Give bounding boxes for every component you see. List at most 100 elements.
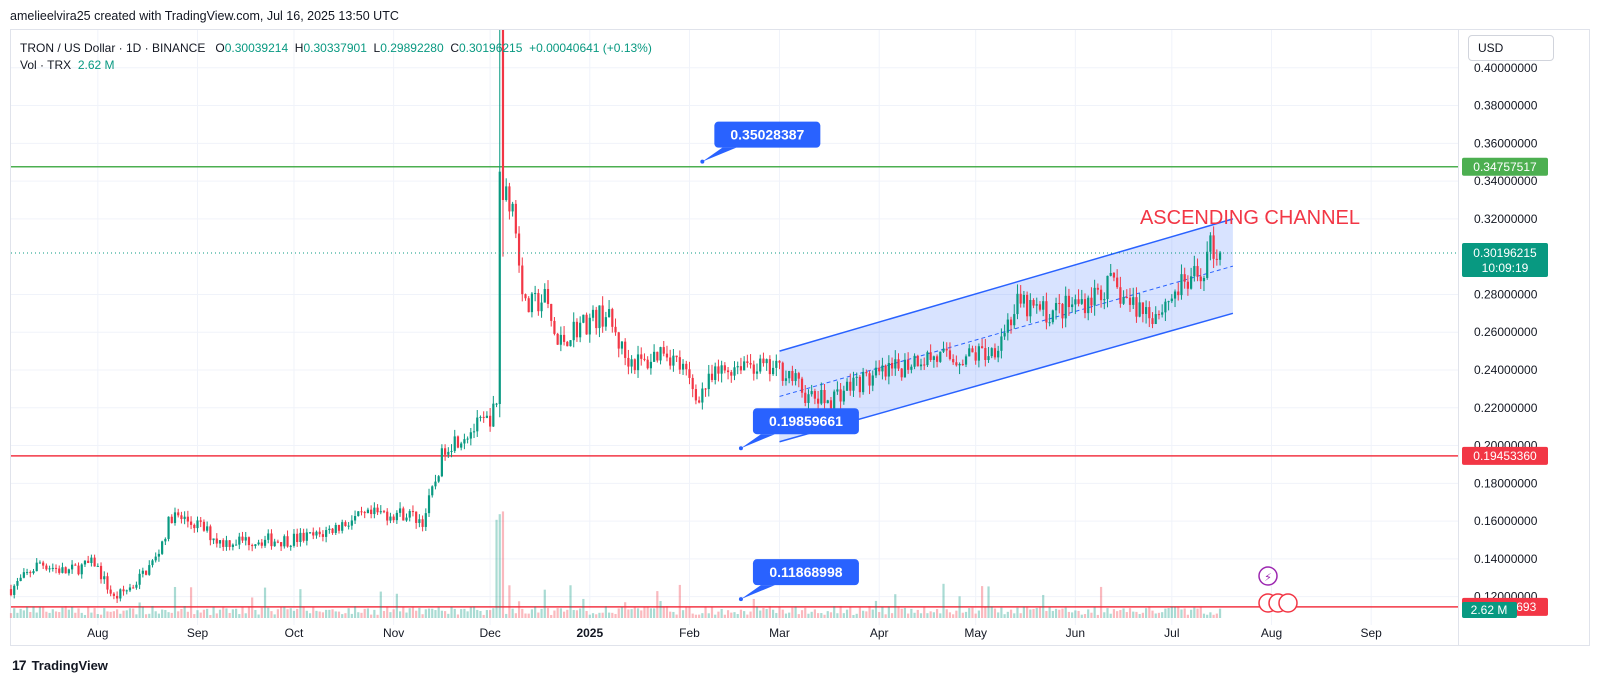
volume-bar: [842, 613, 845, 618]
candle-body: [289, 545, 292, 547]
volume-bar: [585, 610, 588, 618]
volume-bar: [363, 608, 366, 618]
candle-body: [836, 389, 839, 392]
x-tick-label: Mar: [769, 626, 790, 640]
volume-bar: [607, 612, 611, 618]
candle-body: [765, 359, 768, 364]
candle-body: [839, 389, 842, 402]
volume-bar: [1122, 608, 1125, 618]
volume-bar: [800, 610, 804, 618]
volume-bar: [987, 586, 990, 618]
candle-body: [328, 528, 331, 531]
volume-bar: [251, 597, 254, 618]
x-tick-label: 2025: [576, 626, 603, 640]
candle-body: [1042, 301, 1045, 310]
candle-body: [871, 375, 874, 386]
volume-bar: [492, 608, 495, 618]
candle-body: [1135, 297, 1138, 317]
candle-body: [283, 536, 286, 547]
volume-bar: [292, 610, 296, 618]
candle-body: [968, 348, 971, 357]
currency-button[interactable]: USD: [1468, 35, 1554, 61]
candle-body: [543, 288, 546, 303]
candle-body: [1186, 281, 1189, 289]
volume-bar: [357, 612, 360, 618]
volume-bar: [1209, 612, 1212, 618]
candle-body: [855, 376, 858, 378]
candle-body: [1080, 299, 1083, 304]
volume-bar: [99, 614, 103, 618]
volume-bar: [675, 614, 678, 618]
candle-body: [392, 516, 395, 521]
candle-body: [517, 233, 521, 266]
candle-body: [58, 568, 61, 573]
candle-body: [1218, 252, 1222, 260]
volume-bar: [9, 613, 13, 618]
volume-label[interactable]: Vol · TRX: [20, 58, 72, 72]
volume-bar: [601, 612, 604, 618]
callout-box: [752, 559, 859, 586]
volume-bar: [791, 607, 794, 618]
volume-bar: [16, 612, 19, 618]
volume-bar: [353, 606, 357, 618]
candle-body: [521, 265, 524, 295]
volume-bar: [662, 606, 665, 618]
volume-bar: [698, 614, 701, 618]
candle-body: [1087, 297, 1090, 314]
candle-body: [1009, 319, 1013, 326]
candle-body: [752, 364, 755, 374]
volume-bar: [80, 612, 83, 618]
candle-body: [797, 373, 800, 379]
candle-body: [932, 356, 935, 360]
candle-body: [591, 309, 595, 318]
x-tick-label: Jul: [1164, 626, 1179, 640]
volume-bar: [1215, 613, 1218, 618]
candle-body: [948, 350, 952, 360]
volume-bar: [865, 611, 868, 618]
volume-bar: [215, 613, 218, 618]
volume-bar: [572, 610, 575, 618]
volume-bar: [910, 608, 913, 618]
callout-anchor-dot: [700, 159, 705, 164]
volume-bar: [534, 606, 537, 618]
candle-body: [598, 305, 601, 329]
x-tick-label: Dec: [479, 626, 500, 640]
candle-body: [607, 309, 611, 318]
volume-bar: [640, 610, 643, 618]
candle-body: [878, 367, 881, 372]
candle-body: [106, 576, 109, 590]
volume-bar: [453, 608, 456, 618]
volume-bar: [289, 608, 292, 618]
volume-bar: [206, 608, 209, 618]
volume-bar: [1196, 608, 1199, 618]
candle-body: [1109, 272, 1112, 276]
candle-body: [70, 564, 74, 570]
volume-axis-label: 2.62 M: [1471, 603, 1508, 617]
candle-body: [1090, 297, 1093, 306]
candle-body: [665, 353, 669, 358]
x-tick-label: Oct: [285, 626, 304, 640]
price-axis-level-badge: [1462, 446, 1548, 465]
candle-body: [1071, 304, 1074, 308]
volume-bar: [768, 606, 771, 618]
volume-bar: [1090, 612, 1093, 618]
candle-body: [1013, 314, 1016, 326]
volume-bar: [312, 607, 315, 618]
candle-body: [212, 538, 215, 541]
volume-bar: [70, 607, 74, 618]
volume-bar: [83, 614, 87, 618]
candle-body: [958, 363, 961, 366]
tradingview-logo[interactable]: 17 TradingView: [12, 657, 108, 673]
candle-body: [620, 341, 624, 349]
candle-body: [402, 508, 405, 521]
candle-body: [296, 533, 299, 543]
symbol-title[interactable]: TRON / US Dollar · 1D · BINANCE: [20, 41, 206, 55]
volume-bar: [460, 609, 463, 618]
candle-body: [807, 394, 810, 403]
price-axis[interactable]: [1458, 29, 1590, 646]
volume-bar: [630, 609, 633, 618]
volume-bar: [398, 611, 402, 618]
candle-body: [263, 539, 267, 546]
price-axis-level-label: 0.19453360: [1473, 449, 1537, 463]
